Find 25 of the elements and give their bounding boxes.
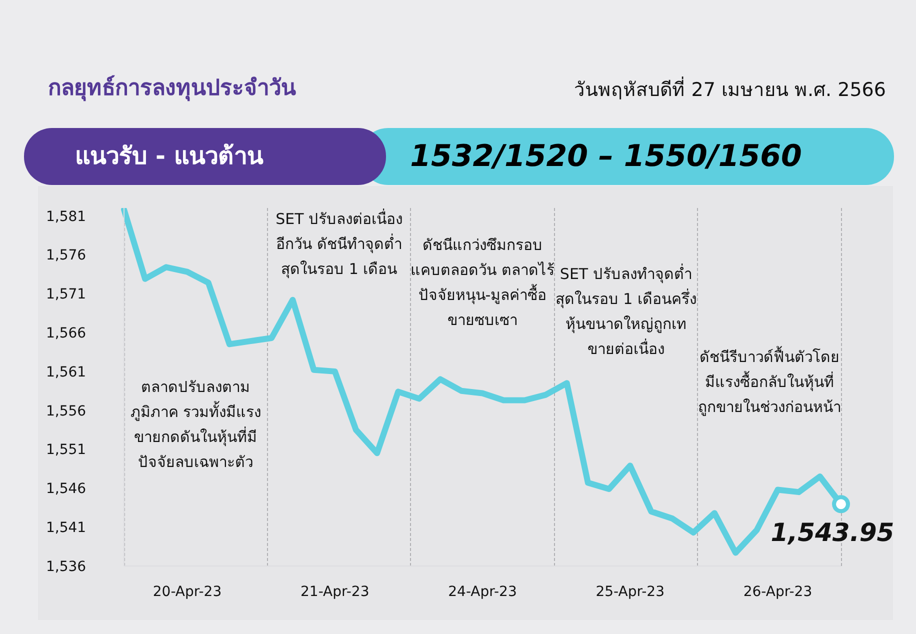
chart-title: กลยุทธ์การลงทุนประจำวัน xyxy=(48,74,296,104)
y-tick-label: 1,561 xyxy=(46,364,86,380)
annotation: SET ปรับลงต่อเนื่องอีกวัน ดัชนีทำจุดต่ำสุดในรอบ 1 เดือน xyxy=(274,208,404,280)
annotation: 1,543.95 xyxy=(770,518,894,548)
x-tick-label: 20-Apr-23 xyxy=(152,584,222,600)
annotation: ตลาดปรับลงตามภูมิภาค รวมทั้งมีแรงขายกดดันในหุ้นที่มีปัจจัยลบเฉพาะตัว xyxy=(129,377,262,473)
chart-subtitle: วันพฤหัสบดีที่ 27 เมษายน พ.ศ. 2566 xyxy=(574,76,886,103)
annotation: ดัชนีแกว่งซึมกรอบแคบตลอดวัน ตลาดไร้ปัจจัยหนุน-มูลค่าซื้อขายซบเซา xyxy=(410,235,554,331)
annotation: SET ปรับลงทำจุดต่ำสุดในรอบ 1 เดือนครึ่ง หุ้นขนาดใหญ่ถูกเทขายต่อเนื่อง xyxy=(554,262,698,360)
y-tick-label: 1,536 xyxy=(46,558,86,575)
text: 1532/1520 – 1550/1560 xyxy=(409,138,803,176)
y-tick-label: 1,566 xyxy=(46,325,86,342)
x-tick-label: 26-Apr-23 xyxy=(743,584,812,600)
y-tick-label: 1,576 xyxy=(46,248,86,264)
y-tick-label: 1,571 xyxy=(46,286,86,303)
y-tick-label: 1,581 xyxy=(46,208,86,225)
x-tick-label: 21-Apr-23 xyxy=(300,584,370,600)
y-tick-label: 1,546 xyxy=(46,481,86,498)
y-tick-label: 1,556 xyxy=(46,403,86,420)
text: แนวรับ - แนวต้าน xyxy=(74,141,264,172)
y-tick-label: 1,541 xyxy=(46,520,86,536)
x-tick-label: 24-Apr-23 xyxy=(448,584,517,600)
y-tick-label: 1,551 xyxy=(46,442,86,458)
x-tick-label: 25-Apr-23 xyxy=(596,584,664,600)
annotation: ดัชนีรีบาวด์ฟื้นตัวโดยมีแรงซื้อกลับในหุ้นที่ถูกขายในช่วงก่อนหน้า xyxy=(697,345,842,418)
